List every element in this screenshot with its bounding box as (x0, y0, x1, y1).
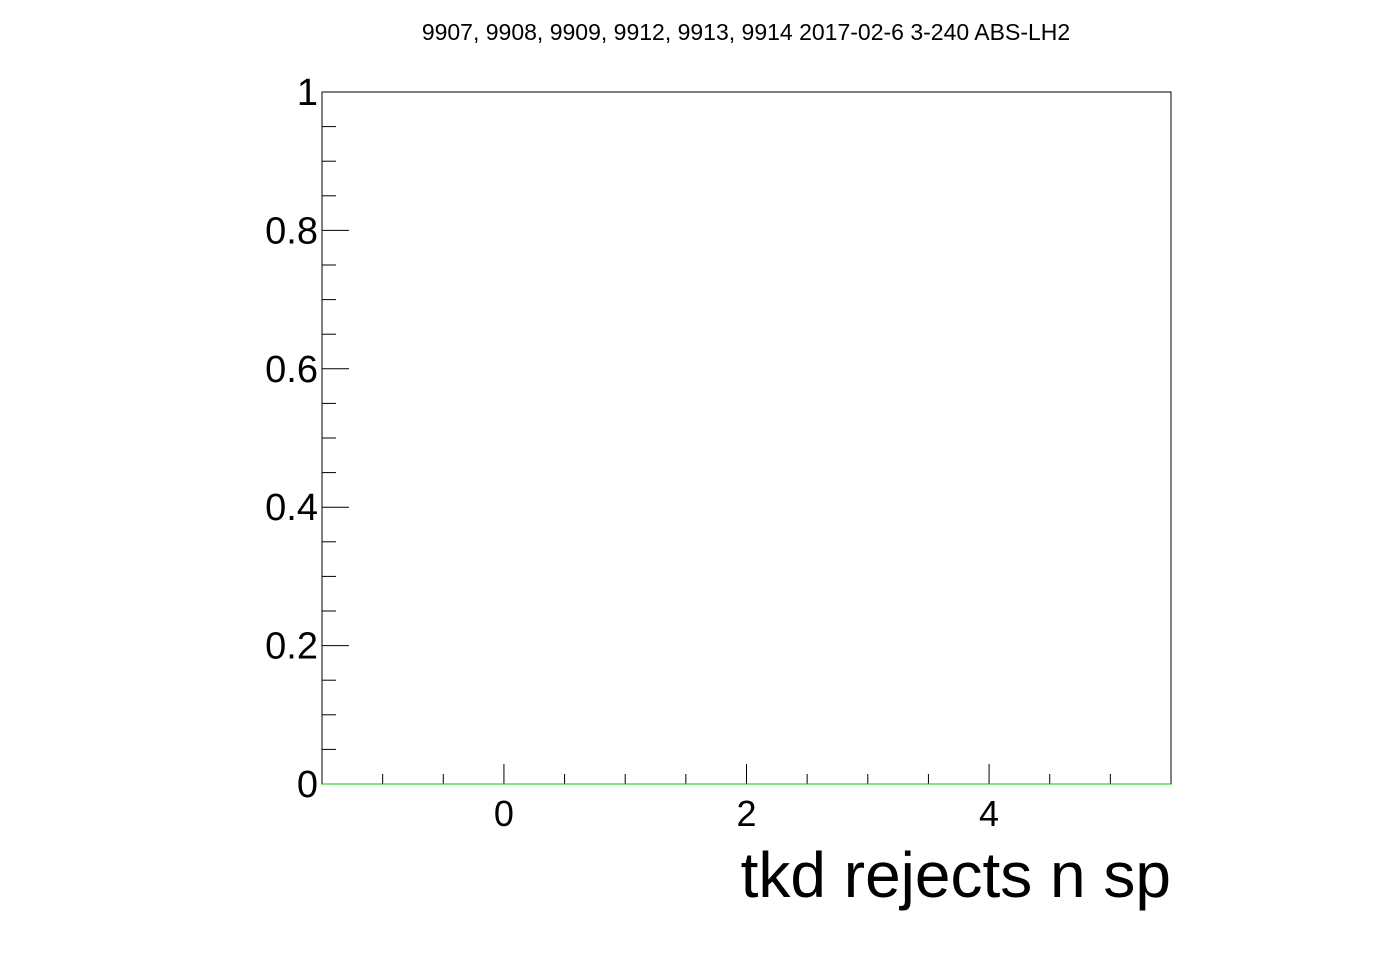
x-tick-label: 0 (494, 793, 514, 834)
y-tick-label: 0.6 (265, 349, 318, 391)
y-tick-label: 1 (297, 72, 318, 114)
x-axis-label: tkd rejects n sp (741, 839, 1171, 911)
y-tick-label: 0 (297, 764, 318, 806)
chart-title: 9907, 9908, 9909, 9912, 9913, 9914 2017-… (422, 19, 1070, 45)
y-tick-label: 0.4 (265, 487, 318, 529)
x-axis: 0 2 4 (382, 764, 1172, 834)
y-tick-label: 0.2 (265, 626, 318, 668)
plot-frame (321, 91, 1172, 785)
x-tick-label: 2 (736, 793, 756, 834)
y-tick-label: 0.8 (265, 210, 318, 252)
x-tick-label: 4 (979, 793, 999, 834)
y-axis: 0 0.2 0.4 0.6 0.8 1 (265, 72, 349, 806)
